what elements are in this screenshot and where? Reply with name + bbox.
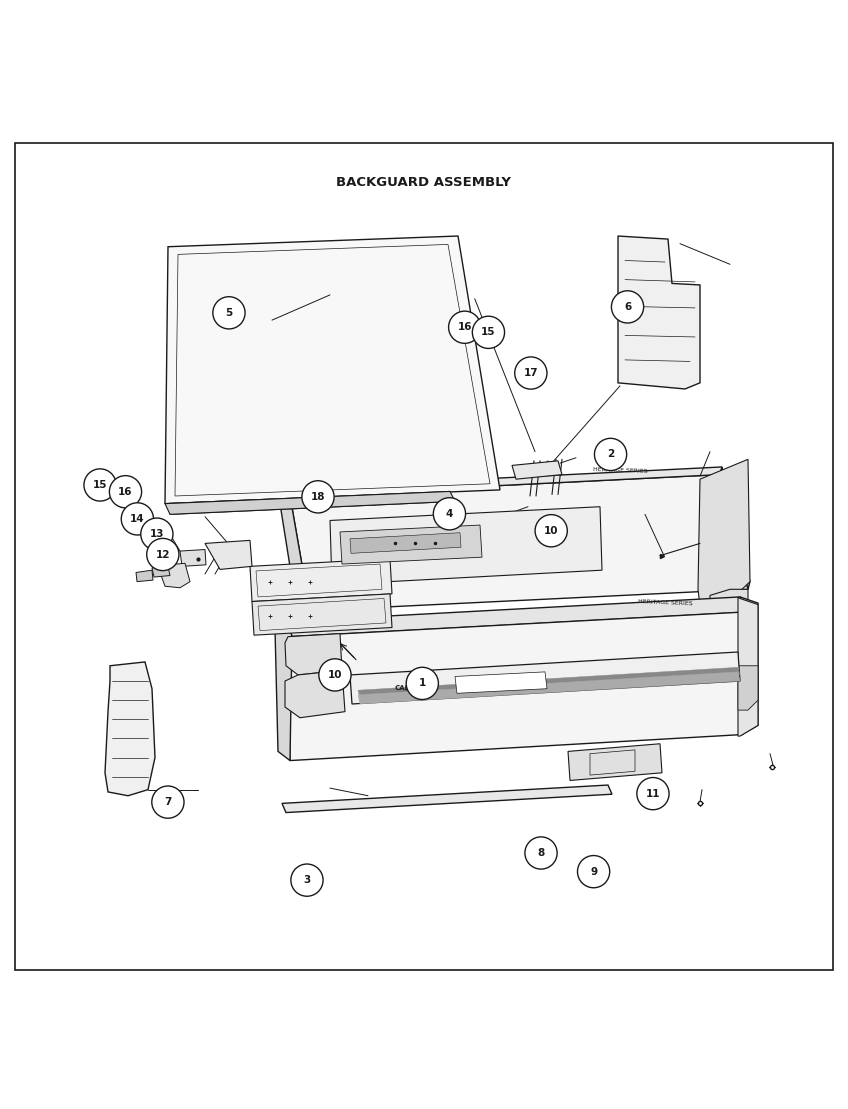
Circle shape xyxy=(535,515,567,547)
Polygon shape xyxy=(250,559,392,601)
Text: HERITAGE SERIES: HERITAGE SERIES xyxy=(638,599,693,607)
Polygon shape xyxy=(205,540,252,569)
Circle shape xyxy=(433,498,466,530)
Polygon shape xyxy=(698,459,750,607)
Polygon shape xyxy=(738,665,758,710)
Polygon shape xyxy=(738,597,758,736)
Polygon shape xyxy=(280,496,310,617)
Polygon shape xyxy=(288,597,744,637)
Polygon shape xyxy=(455,672,547,693)
Text: 17: 17 xyxy=(523,368,538,378)
Polygon shape xyxy=(358,668,740,698)
Polygon shape xyxy=(358,672,740,704)
Text: 18: 18 xyxy=(310,491,326,502)
Text: 15: 15 xyxy=(481,327,496,337)
Circle shape xyxy=(291,864,323,896)
Text: 7: 7 xyxy=(165,797,171,807)
Circle shape xyxy=(515,357,547,389)
Circle shape xyxy=(577,855,610,888)
Text: CALORIC: CALORIC xyxy=(395,685,429,692)
Polygon shape xyxy=(340,525,482,564)
Polygon shape xyxy=(512,461,562,479)
Polygon shape xyxy=(165,236,500,503)
Polygon shape xyxy=(710,589,748,620)
Text: 13: 13 xyxy=(149,529,165,539)
Text: 16: 16 xyxy=(457,323,472,333)
Text: HERITAGE SERIES: HERITAGE SERIES xyxy=(593,467,647,475)
Polygon shape xyxy=(180,550,206,567)
Polygon shape xyxy=(136,570,153,581)
Polygon shape xyxy=(350,532,461,553)
Text: 10: 10 xyxy=(544,526,559,536)
Text: 5: 5 xyxy=(226,308,232,318)
Circle shape xyxy=(406,668,438,700)
Text: 9: 9 xyxy=(590,866,597,876)
Polygon shape xyxy=(252,594,392,635)
Polygon shape xyxy=(720,467,750,589)
Text: 15: 15 xyxy=(92,480,108,490)
Polygon shape xyxy=(285,670,345,718)
Circle shape xyxy=(109,476,142,508)
Text: 14: 14 xyxy=(130,513,145,523)
Text: BACKGUARD ASSEMBLY: BACKGUARD ASSEMBLY xyxy=(337,176,511,189)
Text: 1: 1 xyxy=(419,679,426,689)
Circle shape xyxy=(121,502,153,535)
Circle shape xyxy=(302,480,334,513)
Text: 2: 2 xyxy=(607,449,614,459)
Polygon shape xyxy=(165,491,455,515)
Circle shape xyxy=(637,777,669,810)
Circle shape xyxy=(525,837,557,869)
Circle shape xyxy=(319,659,351,691)
Circle shape xyxy=(141,518,173,550)
Polygon shape xyxy=(350,652,740,704)
Circle shape xyxy=(449,312,481,344)
Polygon shape xyxy=(740,597,758,734)
Polygon shape xyxy=(288,612,742,761)
Circle shape xyxy=(472,316,505,348)
Polygon shape xyxy=(105,662,155,796)
Polygon shape xyxy=(568,744,662,781)
Text: 16: 16 xyxy=(118,487,133,497)
Text: 11: 11 xyxy=(645,788,661,798)
Text: 6: 6 xyxy=(624,302,631,312)
Polygon shape xyxy=(152,567,170,577)
Text: 3: 3 xyxy=(304,875,310,885)
Text: 4: 4 xyxy=(446,509,453,519)
Circle shape xyxy=(84,469,116,501)
Polygon shape xyxy=(160,563,190,588)
Circle shape xyxy=(611,291,644,323)
Polygon shape xyxy=(290,467,722,496)
Circle shape xyxy=(152,786,184,818)
Polygon shape xyxy=(618,236,700,389)
Polygon shape xyxy=(285,633,342,675)
Text: 12: 12 xyxy=(155,549,170,560)
Polygon shape xyxy=(330,507,602,584)
Polygon shape xyxy=(290,475,748,611)
Text: 8: 8 xyxy=(538,848,544,858)
Circle shape xyxy=(147,538,179,571)
Text: 10: 10 xyxy=(327,670,343,680)
Polygon shape xyxy=(282,785,612,813)
Polygon shape xyxy=(275,621,292,761)
Circle shape xyxy=(213,297,245,329)
Circle shape xyxy=(594,438,627,470)
